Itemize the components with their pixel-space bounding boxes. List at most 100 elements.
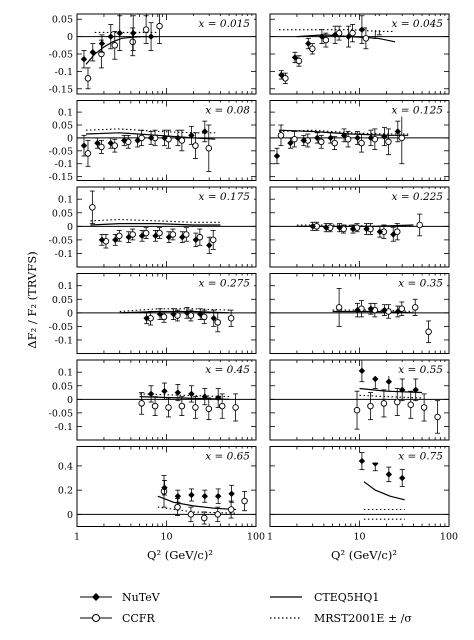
nutev-point [367,134,375,142]
cteq5hq1-curve [85,132,216,140]
nutev-point [381,133,388,140]
legend-ccfr-marker [92,614,100,622]
panels: 0.050-0.05-0.1-0.15x = 0.015 x = 0.0450.1… [49,13,458,543]
nutev-point [309,223,316,230]
y-tick-label: 0 [67,395,73,406]
panel-label-bg [174,448,254,463]
ccfr-point [398,305,406,313]
y-tick-label: 0.05 [52,208,73,219]
y-tick-label: -0.1 [55,422,73,433]
panel-12: 1 10 100 x = 0.75 [267,446,458,543]
panel-plot-area [138,382,239,422]
ccfr-point [362,35,370,42]
panel-label: x = 0.125 [392,105,444,117]
nutev-point [273,152,281,160]
ccfr-point [111,142,119,149]
y-tick-label: -0.05 [49,50,73,61]
legend-item-nutev: NuTeV [80,591,161,604]
panel-5: 0.1 0.05 0 -0.05 -0.1 x = 0.175 [49,186,257,268]
nutev-point [179,233,186,241]
nutev-point [174,492,182,500]
ccfr-point [89,204,96,211]
ccfr-point [169,231,177,238]
ccfr-point [394,228,401,235]
cteq5hq1-curve [363,481,405,501]
panel-plot-area [80,120,216,172]
mrst2001e-curve [359,394,423,399]
nutev-point [291,54,299,61]
cteq5hq1-curve [278,129,409,136]
ccfr-point [178,137,186,144]
panel-plot-area [89,190,221,254]
ccfr-point [218,402,226,410]
ccfr-point [192,142,199,149]
nutev-point [314,134,321,142]
x-axis-title-left: Q² (GeV/c)² [147,548,213,562]
ccfr-point [353,406,361,414]
ccfr-point [358,139,365,147]
ccfr-point [295,57,303,65]
nutev-point [165,233,173,241]
nutev-point [98,40,106,47]
panel-plot-area [353,360,441,434]
panel-label: x = 0.225 [392,191,444,203]
panel-9: 0.1 0.05 0 -0.05 -0.1 x = 0.45 [49,359,257,441]
ccfr-point [385,138,392,146]
panel-8: x = 0.35 [269,273,450,354]
ccfr-point [407,401,414,408]
nutev-point [323,224,330,231]
ccfr-point [138,134,145,142]
ccfr-point [277,132,285,139]
nutev-point [170,310,177,318]
panel-2: x = 0.045 [269,13,450,95]
ccfr-point [398,134,406,142]
ccfr-point [322,36,330,44]
ccfr-point [367,402,374,410]
legend-nutev-label: NuTeV [122,591,161,604]
nutev-point [287,139,294,147]
nutev-point [183,309,191,317]
ccfr-point [174,503,181,511]
nutev-point [358,457,366,465]
ccfr-point [205,144,213,152]
panel-1: 0.05 0 -0.05 -0.1 -0.15 x = 0.015 [49,13,257,95]
y-tick-label: 0 [67,222,73,233]
y-axis-title: ΔF₂ / F₂ (TRVFS) [25,251,39,348]
x-axis-title-right: Q² (GeV/c)² [331,548,397,562]
panel-label-bg [367,275,447,290]
nutev-point [188,390,195,398]
ccfr-point [205,405,213,413]
y-tick-label: -0.1 [55,159,73,170]
panel-plot-area [358,452,406,520]
ccfr-point [160,313,168,321]
nutev-point [372,375,379,383]
y-tick-label: 0.05 [52,121,73,132]
ccfr-point [156,229,163,237]
panel-label: x = 0.08 [205,105,250,117]
cteq5hq1-curve [90,223,221,226]
nutev-point [98,236,106,244]
panel-label-bg [367,189,447,203]
ccfr-point [196,233,204,241]
ccfr-point [142,229,150,237]
panel-11: 0.4 0.2 01 10 100 x = 0.65 [58,446,265,543]
nutev-point [318,33,326,40]
nutev-point [376,228,384,235]
ccfr-point [344,135,352,143]
x-tick-label: 1 [74,532,80,543]
nutev-point [214,394,222,402]
nutev-point [327,134,334,142]
y-tick-label: 0 [67,32,73,43]
ccfr-point [187,511,195,518]
legend-mrst-label: MRST2001E ± /σ [314,612,412,625]
ccfr-point [156,22,163,30]
panel-plot-area [273,111,409,165]
ccfr-point [178,402,186,410]
nutev-point [156,310,164,318]
y-tick-label: -0.1 [55,335,73,346]
nutev-point [161,387,168,395]
nutev-point [390,231,397,238]
nutev-point [201,128,208,135]
panel-label: x = 0.275 [199,278,251,290]
